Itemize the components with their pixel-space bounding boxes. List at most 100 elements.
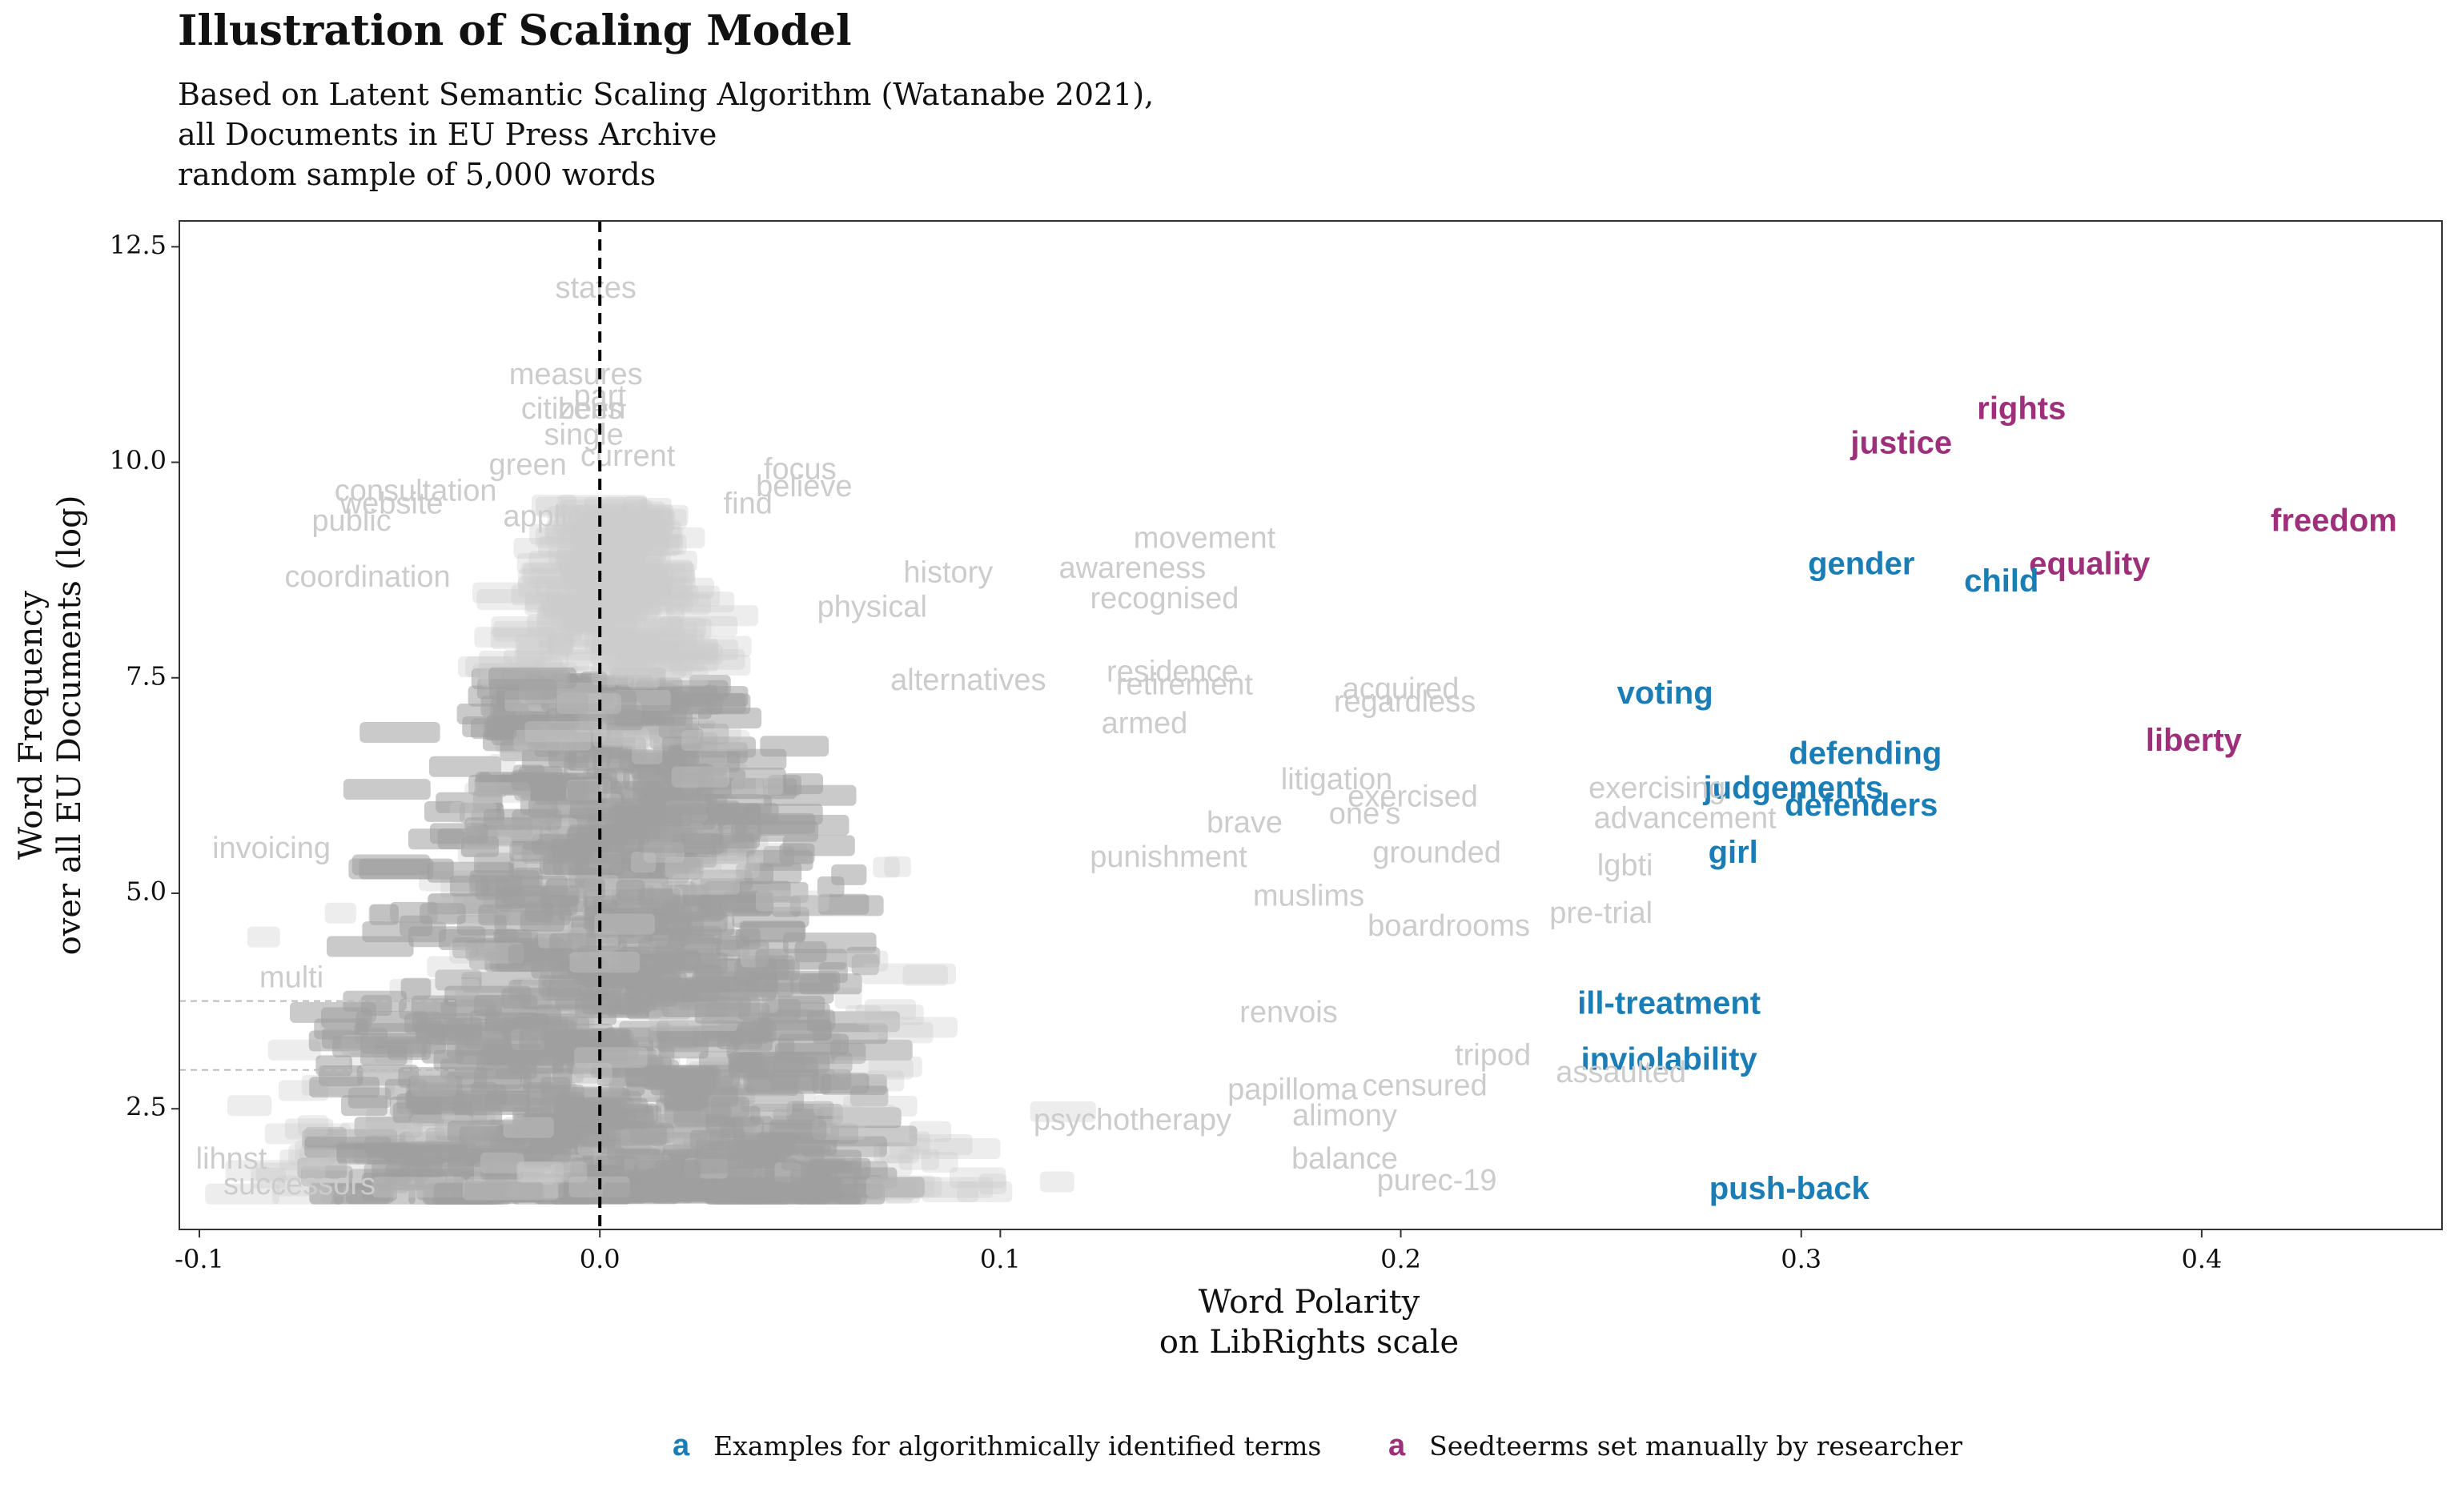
dense-word-blob [701, 892, 774, 913]
dense-word-blob [628, 668, 660, 689]
dense-word-blob [568, 624, 615, 646]
dense-word-blob [607, 509, 676, 531]
dense-word-blob [615, 623, 698, 644]
dense-word-blob [624, 632, 653, 654]
dense-word-blob [638, 585, 721, 607]
dense-word-blob [889, 1138, 933, 1160]
dense-word-blob [868, 1058, 914, 1080]
dense-word-blob [737, 1052, 830, 1073]
dense-word-blob [524, 595, 596, 616]
dense-word-blob [689, 981, 720, 1003]
dense-word-blob [626, 640, 718, 662]
dense-word-blob [547, 505, 632, 527]
dense-word-blob [832, 1105, 896, 1126]
word-label-freedom: freedom [2271, 503, 2397, 538]
dense-word-blob [400, 1157, 443, 1179]
x-axis: -0.1 0.0 0.1 0.2 0.3 0.4 [175, 1229, 2222, 1274]
dense-word-blob [600, 656, 628, 678]
dense-word-blob [643, 504, 689, 526]
dense-word-blob [950, 1167, 1006, 1189]
dense-word-blob [639, 563, 687, 585]
dense-word-blob [661, 736, 756, 758]
dense-word-blob [515, 634, 572, 656]
dense-word-blob [545, 878, 605, 900]
dense-word-blob [537, 604, 629, 626]
word-label-invoicing: invoicing [212, 832, 331, 865]
dense-word-blob [662, 763, 710, 784]
dense-word-blob [548, 597, 588, 619]
dense-word-blob [593, 533, 653, 555]
word-label-acquired: acquired [1343, 672, 1460, 706]
dense-word-blob [631, 743, 663, 764]
word-label-alternatives: alternatives [890, 664, 1046, 697]
dense-word-blob [341, 1095, 388, 1117]
dense-word-blob [563, 515, 622, 537]
dense-word-blob [602, 1182, 693, 1204]
dense-word-blob [586, 616, 683, 637]
dense-word-blob [666, 605, 759, 627]
dense-word-blob [485, 1090, 542, 1112]
dense-word-blob [596, 523, 630, 544]
word-label-girl: girl [1709, 835, 1758, 870]
dense-word-blob [336, 1141, 396, 1163]
dense-word-blob [523, 563, 570, 584]
dense-word-blob [583, 582, 671, 604]
dense-word-blob [491, 616, 583, 637]
dense-word-blob [513, 729, 592, 751]
x-tick-label: -0.1 [175, 1244, 224, 1274]
dense-word-blob [615, 656, 687, 678]
dense-word-blob [490, 628, 575, 650]
dense-word-blob [873, 856, 900, 878]
dense-word-blob [575, 580, 620, 602]
dense-word-blob [315, 1055, 352, 1077]
dense-word-blob [567, 586, 637, 608]
dense-word-blob [297, 1157, 347, 1179]
dense-word-blob [359, 858, 454, 880]
dense-word-blob [508, 944, 534, 965]
dense-word-blob [608, 586, 639, 608]
y-tick-label: 12.5 [110, 230, 167, 260]
dense-word-blob [572, 611, 605, 632]
x-tick-label: 0.3 [1781, 1244, 1821, 1274]
word-label-history: history [903, 556, 993, 590]
dense-word-blob [566, 652, 648, 673]
dense-word-blob [465, 940, 520, 961]
dense-word-blob [400, 977, 432, 999]
dense-word-blob [563, 563, 648, 584]
dense-word-blob [589, 591, 646, 612]
dense-word-blob [592, 551, 671, 572]
dense-word-blob [474, 776, 508, 797]
word-label-states: states [555, 271, 636, 305]
dense-word-blob [760, 736, 829, 757]
dense-word-blob [855, 1005, 924, 1026]
dense-word-blob [518, 568, 604, 590]
dense-word-blob [611, 529, 641, 551]
y-tick-label: 2.5 [126, 1092, 167, 1122]
dense-word-blob [503, 649, 590, 671]
word-label-movement: movement [1134, 521, 1276, 555]
dense-word-blob [586, 527, 618, 549]
dense-word-blob [658, 717, 700, 739]
dense-word-blob [536, 609, 616, 631]
chart-subtitle-line-3: random sample of 5,000 words [178, 157, 657, 192]
dense-word-blob [755, 890, 829, 912]
dense-word-blob [600, 650, 637, 672]
dense-word-blob [665, 856, 760, 878]
dense-word-blob [694, 1153, 763, 1174]
dense-word-blob [741, 1019, 833, 1041]
dense-word-blob [828, 1176, 925, 1197]
dense-word-blob [615, 594, 676, 616]
dense-word-blob [564, 591, 625, 612]
dense-word-blob [539, 640, 602, 661]
dense-word-blob [427, 956, 504, 977]
plot-panel-border [179, 220, 2443, 1230]
dense-word-blob [608, 628, 667, 649]
dense-word-blob [637, 561, 694, 583]
dense-word-blob [902, 1177, 994, 1198]
dense-word-blob [480, 1152, 524, 1173]
dense-word-blob [558, 551, 618, 573]
word-label-brave: brave [1207, 806, 1283, 840]
dense-word-blob [650, 644, 723, 665]
dense-word-blob [516, 1161, 564, 1183]
dense-word-blob [582, 594, 636, 616]
